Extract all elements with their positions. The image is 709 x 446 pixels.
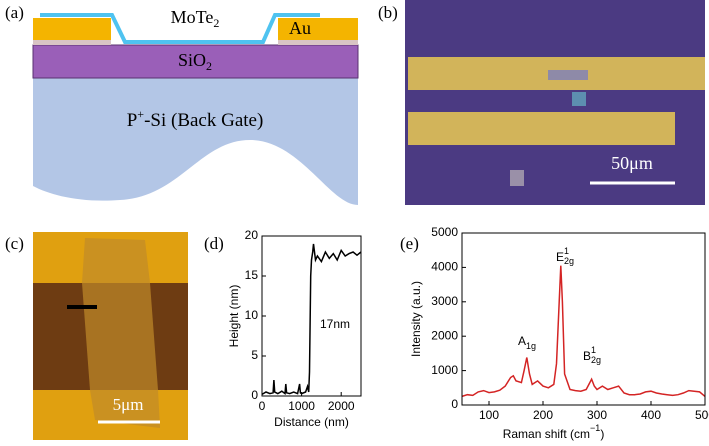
y-tick-label: 5000 <box>431 225 458 239</box>
au-label: Au <box>289 18 311 38</box>
afm-image: 5μm (c) <box>5 232 188 440</box>
scale-label: 50μm <box>611 153 653 173</box>
flake <box>510 170 524 186</box>
peak-label: E1 2g <box>556 246 574 266</box>
au-pad <box>33 18 111 40</box>
substrate <box>405 0 705 205</box>
y-tick-label: 15 <box>245 268 259 282</box>
pad-base <box>278 40 358 45</box>
y-tick-label: 2000 <box>431 328 458 342</box>
flake <box>82 238 160 428</box>
flake <box>548 70 588 80</box>
sio2-label: SiO2 <box>178 50 212 73</box>
sio2-layer <box>32 44 359 79</box>
pad-base <box>33 40 111 45</box>
si-substrate <box>33 78 358 205</box>
peak-label: B1 2g <box>583 345 601 365</box>
x-axis-label: Raman shift (cm−1) <box>503 423 605 441</box>
plot-frame <box>461 232 706 406</box>
y-tick-label: 10 <box>245 308 259 322</box>
y-tick-label: 4000 <box>431 260 458 274</box>
panel-label: (e) <box>400 234 419 253</box>
x-tick-label: 400 <box>641 408 661 422</box>
height-profile: 0 1000 2000 0 5 10 15 20 Distance (nm) Height (nm… <box>227 228 362 429</box>
x-tick-label: 1000 <box>288 399 315 413</box>
data-line <box>261 243 362 396</box>
plot-frame <box>261 235 362 397</box>
x-tick-label: 500 <box>695 408 709 422</box>
data-line <box>461 265 706 398</box>
x-tick-label: 2000 <box>328 399 355 413</box>
y-tick-label: 20 <box>245 228 259 242</box>
si-label: P+-Si (Back Gate) <box>127 107 264 132</box>
y-tick-label: 3000 <box>431 294 458 308</box>
panel-label: (a) <box>5 3 24 22</box>
y-axis-label: Height (nm) <box>227 285 241 348</box>
y-axis-label: Intensity (a.u.) <box>409 281 423 357</box>
x-tick-label: 300 <box>587 408 607 422</box>
mote2-flake <box>40 13 320 44</box>
mote2-label: MoTe2 <box>171 7 220 30</box>
device-diagram: (a) MoTe2 Au SiO2 P+-Si (Back Gate) <box>5 3 359 205</box>
peak-label: A1g <box>518 334 536 351</box>
y-tick-label: 5 <box>251 348 258 362</box>
electrode <box>408 112 675 145</box>
optical-image: 50μm (b) <box>378 0 705 205</box>
panel-label: (b) <box>378 3 398 22</box>
y-tick-label: 0 <box>251 388 258 402</box>
scale-label: 5μm <box>113 395 144 414</box>
y-tick-label: 1000 <box>431 363 458 377</box>
panel-label: (d) <box>204 234 224 253</box>
x-axis-label: Distance (nm) <box>274 415 349 429</box>
panel-label: (c) <box>5 234 24 253</box>
y-tick-label: 0 <box>451 397 458 411</box>
flake <box>572 92 586 106</box>
raman-spectrum: 100200300400500010002000300040005000Rama… <box>409 225 709 441</box>
x-tick-label: 0 <box>259 399 266 413</box>
au-pad <box>278 18 358 40</box>
annotation: 17nm <box>320 317 350 331</box>
x-tick-label: 100 <box>479 408 499 422</box>
x-tick-label: 200 <box>533 408 553 422</box>
